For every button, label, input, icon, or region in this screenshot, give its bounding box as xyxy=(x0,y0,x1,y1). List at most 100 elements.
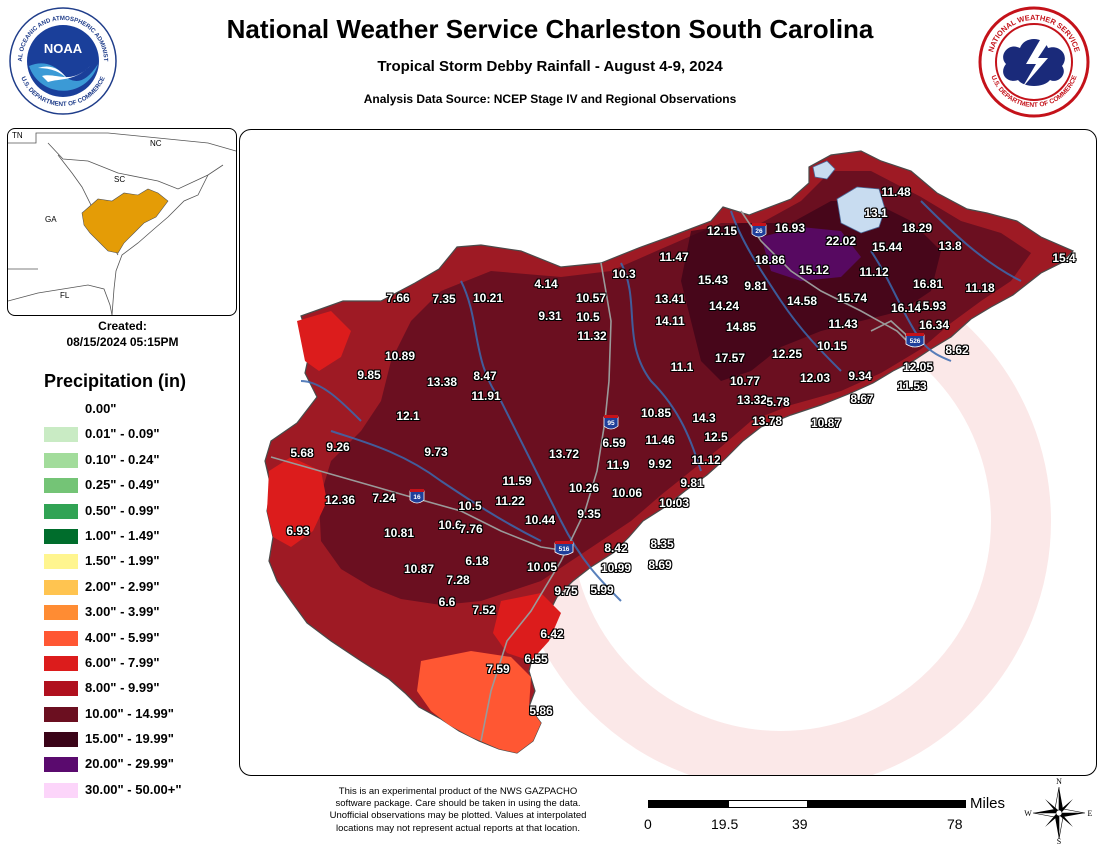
observation-label: 6.18 xyxy=(465,554,489,568)
scale-segment xyxy=(648,800,728,808)
observation-label: 13.1 xyxy=(864,206,888,220)
observation-label: 9.34 xyxy=(848,369,872,383)
inset-label: TN xyxy=(12,131,23,140)
compass-n: N xyxy=(1056,777,1062,786)
observations-layer: 11.48 13.1 16.93 12.15 22.02 18.29 15.44 13.8 15… xyxy=(240,130,1096,775)
noaa-logo: NOAA NATIONAL OCEANIC AND ATMOSPHERIC AD… xyxy=(8,6,117,115)
legend-swatch xyxy=(44,402,78,417)
observation-label: 7.28 xyxy=(446,573,470,587)
scale-segment xyxy=(728,800,808,808)
observation-label: 7.76 xyxy=(459,522,483,536)
observation-label: 6.6 xyxy=(438,595,456,609)
legend-label: 2.00" - 2.99" xyxy=(85,578,160,594)
legend-label: 0.00" xyxy=(85,401,117,416)
observation-label: 18.86 xyxy=(754,253,786,267)
observation-label: 9.92 xyxy=(648,457,672,471)
observation-label: 11.43 xyxy=(828,317,858,331)
legend-label: 10.00" - 14.99" xyxy=(85,705,174,721)
legend-title: Precipitation (in) xyxy=(44,371,187,391)
observation-label: 15.93 xyxy=(915,299,947,313)
inset-label: NC xyxy=(150,139,162,148)
scale-bar xyxy=(648,800,966,809)
legend-swatch xyxy=(44,528,78,544)
observation-label: 11.18 xyxy=(965,281,995,295)
observation-label: 16.81 xyxy=(912,277,944,291)
rainfall-zone-20-30 xyxy=(761,227,861,281)
observation-label: 5.78 xyxy=(766,395,790,409)
legend-swatch xyxy=(44,579,78,595)
legend-swatch xyxy=(44,706,78,722)
observation-label: 14.3 xyxy=(692,411,716,425)
observation-label: 10.21 xyxy=(472,291,504,305)
legend-label: 15.00" - 19.99" xyxy=(85,731,174,747)
observation-label: 11.53 xyxy=(897,379,927,393)
legend-swatch xyxy=(44,605,78,621)
observation-label: 12.5 xyxy=(704,430,728,444)
observation-label: 10.6 xyxy=(438,518,462,532)
legend-label: 0.01" - 0.09" xyxy=(85,426,160,442)
observation-label: 16.14 xyxy=(890,301,922,315)
inset-label: SC xyxy=(114,175,126,184)
locator-inset-map: TN NC SC GA FL xyxy=(7,128,237,316)
rainfall-zone-6-8 xyxy=(493,593,561,661)
legend-swatch xyxy=(44,655,78,671)
observation-label: 10.5 xyxy=(576,310,600,324)
rainfall-zone-4-6 xyxy=(417,651,541,753)
observation-label: 7.66 xyxy=(386,291,410,305)
legend-swatch xyxy=(44,554,78,570)
disclaimer-line: software package. Care should be taken i… xyxy=(335,798,581,810)
observation-label: 18.29 xyxy=(901,221,933,235)
observation-label: 5.99 xyxy=(590,583,614,597)
interstate-shield-icon: 526 xyxy=(905,333,925,348)
observation-label: 10.89 xyxy=(384,349,416,363)
disclaimer-line: locations may not represent actual repor… xyxy=(336,822,580,834)
rainfall-zone-6-8 xyxy=(267,457,327,547)
observation-label: 12.36 xyxy=(324,493,356,507)
observation-label: 12.15 xyxy=(706,224,738,238)
observation-label: 11.12 xyxy=(859,265,889,279)
legend-label: 4.00" - 5.99" xyxy=(85,629,160,645)
observation-label: 10.81 xyxy=(383,526,415,540)
compass-rose-icon: N S E W xyxy=(1024,777,1092,845)
disclaimer-line: Unofficial observations may be plotted. … xyxy=(329,810,587,822)
observation-label: 9.81 xyxy=(680,476,704,490)
legend-swatch xyxy=(44,452,78,468)
compass-w: W xyxy=(1024,809,1032,818)
legend-label: 1.50" - 1.99" xyxy=(85,553,160,569)
observation-label: 7.24 xyxy=(372,491,396,505)
observation-label: 12.03 xyxy=(799,371,831,385)
observation-label: 13.72 xyxy=(548,447,580,461)
observation-label: 6.55 xyxy=(524,652,548,666)
legend-swatch xyxy=(44,757,78,773)
legend-swatch xyxy=(44,427,78,443)
observation-label: 10.77 xyxy=(729,374,761,388)
observation-label: 4.14 xyxy=(534,277,558,291)
interstate-shields: 26 95 16 516 526 xyxy=(409,223,925,556)
legend-swatch xyxy=(44,732,78,748)
observation-label: 6.42 xyxy=(540,627,564,641)
inset-basemap xyxy=(8,132,236,315)
lake-moultrie xyxy=(836,186,886,234)
disclaimer: This is an experimental product of the N… xyxy=(278,786,638,835)
observation-label: 13.41 xyxy=(654,292,686,306)
observation-label: 10.99 xyxy=(600,561,632,575)
legend-label: 0.50" - 0.99" xyxy=(85,502,160,518)
observation-label: 10.05 xyxy=(526,560,558,574)
observation-label: 17.57 xyxy=(714,351,746,365)
observation-label: 7.35 xyxy=(432,292,456,306)
interstate-number: 26 xyxy=(755,228,763,235)
interstate-shield-icon: 95 xyxy=(603,415,619,430)
observation-label: 11.22 xyxy=(495,494,525,508)
observation-label: 15.44 xyxy=(871,240,903,254)
observation-label: 13.38 xyxy=(426,375,458,389)
observation-label: 11.12 xyxy=(691,453,721,467)
observation-label: 11.91 xyxy=(471,389,501,403)
observation-label: 8.47 xyxy=(473,369,497,383)
observation-label: 15.43 xyxy=(697,273,729,287)
observation-label: 10.87 xyxy=(810,416,842,430)
interstate-shield-icon: 16 xyxy=(409,489,425,504)
observation-label: 12.1 xyxy=(396,409,420,423)
interstate-number: 16 xyxy=(413,494,421,501)
observation-label: 14.24 xyxy=(708,299,740,313)
observation-label: 11.59 xyxy=(502,474,532,488)
